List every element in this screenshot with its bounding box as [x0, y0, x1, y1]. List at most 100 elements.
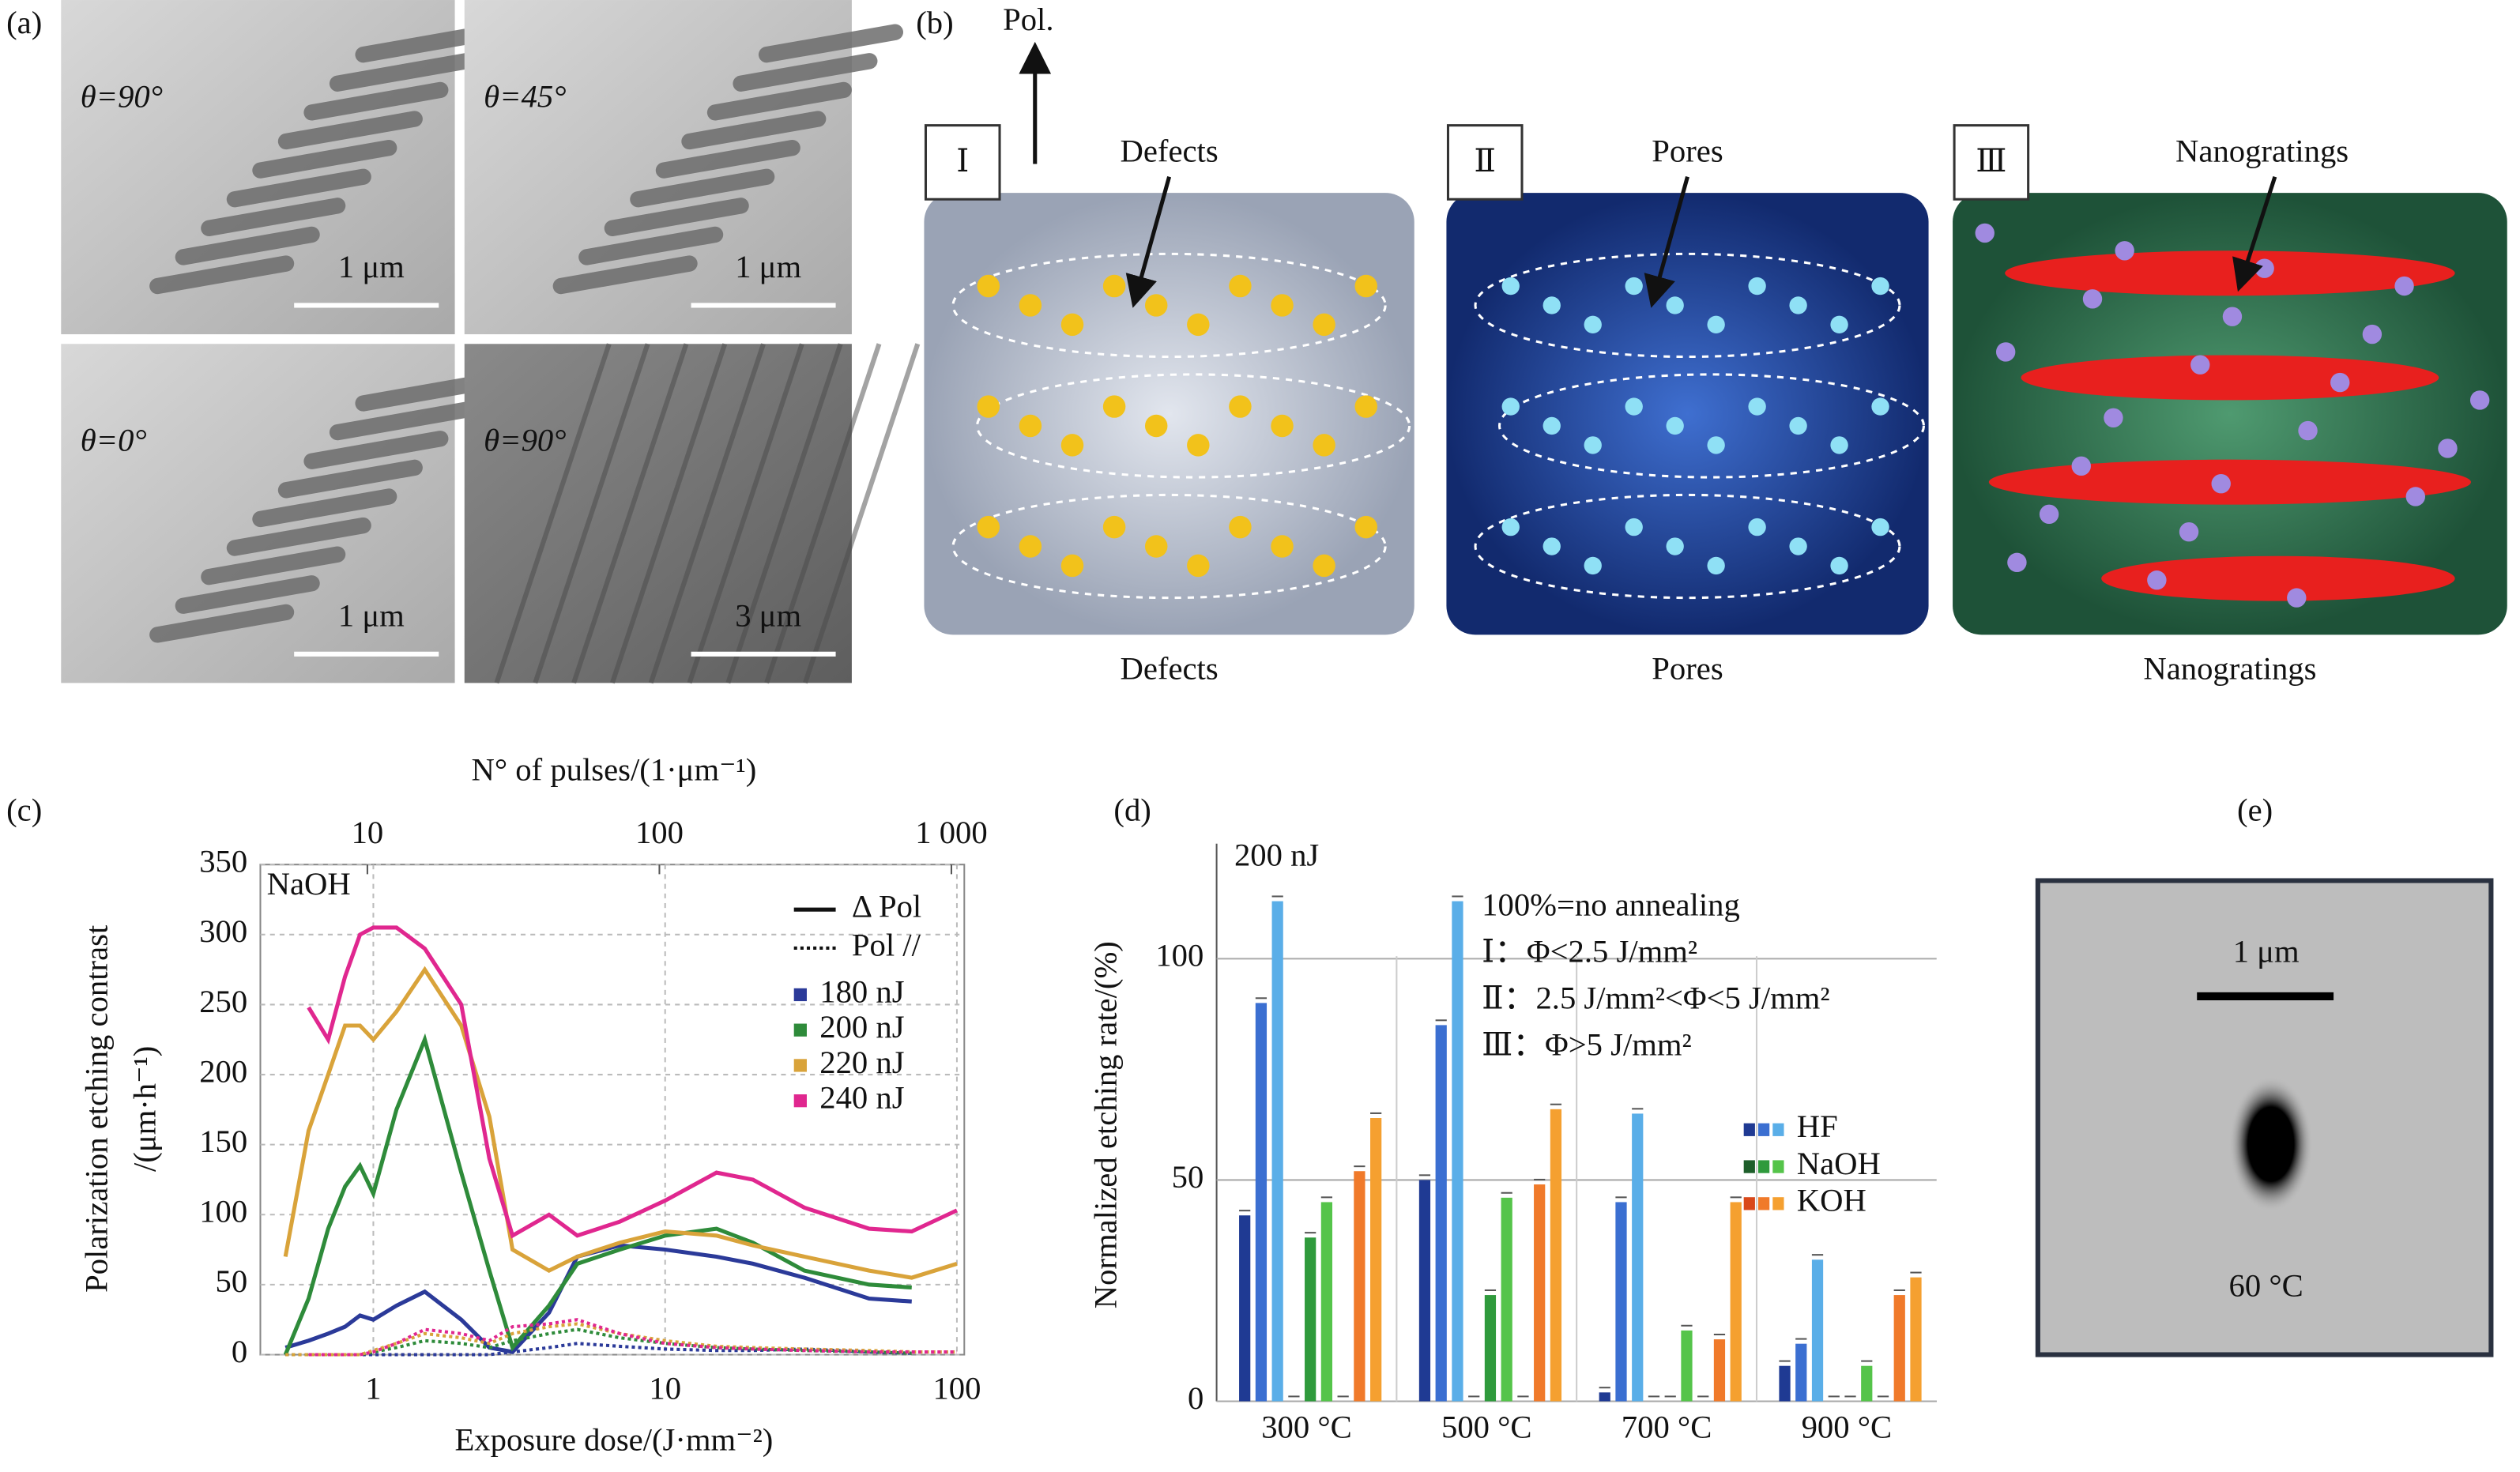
fracture [687, 343, 804, 684]
defect [1271, 535, 1294, 558]
temperature-label: 60 °C [2229, 1267, 2303, 1303]
stage-caption: Pores [1652, 650, 1723, 686]
data-line [307, 925, 958, 1239]
defect [1354, 395, 1377, 418]
defect [977, 395, 1000, 418]
stage-label: Pores [1652, 134, 1723, 169]
pore [1830, 436, 1848, 454]
legend-label: 180 nJ [819, 973, 904, 1009]
defect [1060, 554, 1084, 578]
y-tick-label: 0 [1188, 1380, 1203, 1416]
polarization-label: Pol. [1003, 2, 1053, 37]
pore [1625, 277, 1643, 296]
x2-tick-label: 1 000 [915, 815, 987, 850]
bar [1255, 1003, 1268, 1402]
pore [1830, 315, 1848, 334]
nanograting [329, 53, 474, 92]
particle [1975, 223, 1995, 243]
bar [1320, 1202, 1333, 1402]
angle-label: θ=0° [81, 423, 147, 458]
nanograting [2005, 250, 2455, 296]
bar [1632, 1113, 1644, 1402]
defect [1019, 414, 1042, 438]
defect [1354, 274, 1377, 298]
particle [2254, 258, 2274, 278]
pointer-arrow [1644, 176, 1689, 308]
x-tick-label: 300 °C [1261, 1409, 1352, 1444]
nanograting [201, 198, 346, 236]
pore [1625, 518, 1643, 536]
nanograting [277, 459, 423, 499]
panel-label: (a) [6, 5, 42, 40]
x-tick-label: 500 °C [1441, 1409, 1532, 1444]
pore [1584, 556, 1602, 575]
defect [1187, 434, 1210, 457]
bar [1599, 1392, 1610, 1402]
defect [1313, 313, 1335, 337]
defect [1354, 515, 1377, 539]
particle [2394, 276, 2414, 296]
particle [2362, 324, 2383, 344]
fracture [533, 343, 650, 684]
sem-texture [149, 24, 500, 295]
x-tick-label: 100 [932, 1371, 981, 1406]
legend-label: KOH [1797, 1183, 1866, 1218]
nanograting [2101, 555, 2455, 601]
bar [1271, 901, 1283, 1402]
legend-swatch [1772, 1123, 1784, 1136]
legend-swatch [793, 1094, 807, 1108]
defect [1102, 515, 1126, 539]
defect [977, 274, 1000, 298]
y-tick-label: 100 [199, 1194, 247, 1229]
fracture [609, 343, 728, 684]
etched-spot [2228, 1076, 2313, 1212]
y-tick-label: 100 [1155, 938, 1203, 973]
angle-label: θ=90° [81, 78, 163, 114]
fracture [571, 343, 689, 684]
panel-label: (d) [1113, 792, 1151, 827]
region-outline [1474, 252, 1901, 359]
schematic-tile [924, 193, 1414, 635]
pore [1748, 397, 1766, 416]
fracture [803, 343, 921, 684]
legend-swatch [1743, 1160, 1755, 1173]
pore [1707, 315, 1725, 334]
bar [1893, 1295, 1905, 1402]
nanograting [552, 255, 698, 295]
defect [1229, 395, 1252, 418]
pore [1830, 556, 1848, 575]
legend-swatch [1772, 1160, 1784, 1173]
bar [1501, 1197, 1512, 1402]
y-axis-title: Normalized etching rate/(%) [1088, 941, 1124, 1308]
pore [1501, 518, 1520, 536]
bar [1615, 1202, 1627, 1402]
x-axis-title: Exposure dose/(J·mm⁻²) [454, 1422, 773, 1458]
nanograting [758, 24, 903, 63]
nanograting [604, 198, 749, 236]
defect [1313, 434, 1335, 457]
particle [2082, 289, 2103, 309]
particle [2039, 504, 2059, 525]
legend-swatch [1772, 1197, 1784, 1210]
legend-label: 200 nJ [819, 1009, 904, 1045]
particle [2287, 588, 2307, 608]
defect [1229, 274, 1252, 298]
nanograting [149, 255, 295, 295]
stage-label: Nanogratings [2175, 134, 2349, 169]
panel-label: (e) [2237, 792, 2273, 827]
region-outline [951, 493, 1387, 600]
nanograting [655, 139, 800, 179]
y-tick-label: 150 [199, 1124, 247, 1159]
bar [1484, 1295, 1497, 1402]
angle-label: θ=45° [484, 78, 566, 114]
scale-label: 1 μm [2233, 933, 2300, 969]
defect [1271, 414, 1294, 438]
particle [2115, 241, 2134, 261]
pore [1501, 277, 1520, 296]
data-line [283, 1033, 912, 1356]
pore [1543, 416, 1561, 435]
x2-tick-label: 100 [635, 815, 684, 850]
defect [1144, 535, 1168, 558]
nanograting [277, 111, 423, 150]
